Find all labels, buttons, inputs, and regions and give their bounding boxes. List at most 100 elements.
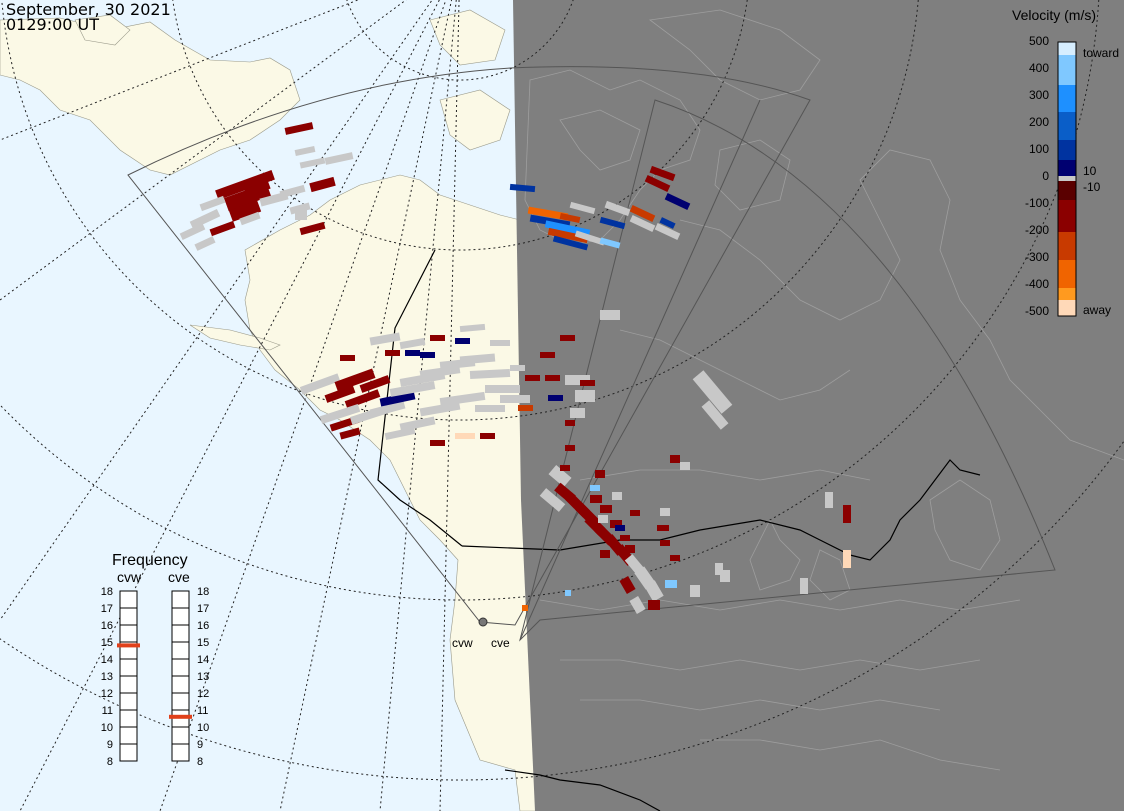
cvw-site-label: cvw <box>452 636 473 650</box>
legend-swatch <box>1058 260 1076 288</box>
echo-cell <box>600 310 620 320</box>
echo-cell <box>194 236 216 251</box>
echo-cell <box>359 375 391 393</box>
echo-cell <box>843 505 851 523</box>
frequency-scale-label: 15 <box>197 637 209 649</box>
echo-cell <box>657 525 669 531</box>
echo-cell <box>590 495 602 503</box>
echo-cell <box>189 209 221 229</box>
echo-cell <box>548 395 563 401</box>
echo-cell <box>825 492 833 508</box>
echo-cell <box>720 570 730 582</box>
echo-cell <box>545 375 560 381</box>
cve-site-label: cve <box>491 636 510 650</box>
echo-cell <box>595 470 605 478</box>
legend-tick-label: -300 <box>1025 250 1049 264</box>
echo-cell <box>565 420 575 426</box>
echo-cell <box>599 237 621 249</box>
frequency-scale-label: 12 <box>101 688 113 700</box>
echo-cell <box>630 510 640 516</box>
echo-cell <box>715 563 723 575</box>
echo-cell <box>580 380 595 386</box>
echo-cell <box>439 391 486 407</box>
echo-cell <box>644 175 671 192</box>
echo-cell <box>527 206 569 221</box>
echo-cell <box>294 145 316 157</box>
echo-cell <box>369 332 401 346</box>
echo-cell <box>565 590 571 596</box>
echo-cell <box>525 375 540 381</box>
echo-cell <box>664 193 691 210</box>
echo-cell <box>615 525 625 531</box>
echo-cell <box>399 337 426 350</box>
echo-cell <box>649 165 676 182</box>
frequency-scale-label: 18 <box>197 586 209 598</box>
radar-fov-outlines <box>127 66 1056 642</box>
legend-swatch <box>1058 160 1076 176</box>
echo-cell <box>228 200 262 222</box>
echo-cell <box>179 223 206 240</box>
frequency-marker <box>169 714 192 719</box>
echo-cell <box>209 220 236 237</box>
echo-cell <box>590 485 600 491</box>
echo-cell <box>334 368 376 392</box>
echo-cell <box>284 122 314 135</box>
echo-cell <box>289 202 311 215</box>
legend-swatch <box>1058 300 1076 316</box>
echo-cell <box>279 184 306 199</box>
legend-swatch <box>1058 140 1076 160</box>
echo-cell <box>670 455 680 463</box>
echo-cell <box>344 389 381 409</box>
cve-frequency-label: cve <box>168 569 190 585</box>
echo-cell <box>644 580 664 602</box>
positive-threshold-label: 10 <box>1083 164 1097 178</box>
echo-cell <box>598 515 608 523</box>
arctic-islands <box>439 89 511 151</box>
echo-cell <box>670 555 680 561</box>
night-coastlines <box>524 9 1124 771</box>
frequency-scale-label: 8 <box>107 756 113 768</box>
echo-cell <box>420 352 435 358</box>
echo-cell <box>459 353 496 365</box>
velocity-legend-title: Velocity (m/s) <box>1012 7 1096 23</box>
echo-cell <box>548 464 572 488</box>
echo-cell <box>599 216 626 230</box>
legend-swatch <box>1058 112 1076 140</box>
velocity-tick-labels: 500 400 300 200 100 0 -100 -200 -300 -400 -500 <box>1025 34 1049 318</box>
echo-cell <box>629 215 656 232</box>
echo-cell <box>565 445 575 451</box>
echo-cell <box>340 355 355 361</box>
echo-cell <box>692 370 733 414</box>
echo-cell <box>385 350 400 356</box>
legend-swatch <box>1058 176 1076 181</box>
echo-cell <box>399 416 436 432</box>
echo-cell <box>604 200 631 217</box>
legend-swatch <box>1058 200 1076 232</box>
frequency-marker <box>117 643 140 648</box>
echo-cell <box>509 183 536 193</box>
echo-cell <box>518 405 533 411</box>
echo-cell <box>619 576 636 594</box>
echo-cell <box>701 400 729 430</box>
cve-fov <box>519 99 1056 642</box>
frequency-scale-label: 11 <box>197 705 208 717</box>
legend-swatch <box>1058 55 1076 85</box>
negative-threshold-label: -10 <box>1083 180 1101 194</box>
echo-cell <box>665 580 677 588</box>
map-date: September, 30 2021 <box>6 0 171 19</box>
toward-label: toward <box>1083 46 1119 60</box>
frequency-scale-label: 9 <box>197 739 203 751</box>
legend-tick-label: 200 <box>1029 115 1049 129</box>
echo-cell <box>800 578 808 594</box>
frequency-title: Frequency <box>112 552 188 569</box>
echo-cell <box>654 223 681 240</box>
echo-cell <box>490 340 510 346</box>
velocity-echoes <box>179 122 851 614</box>
echo-cell <box>540 352 555 358</box>
frequency-scale-label: 9 <box>107 739 113 751</box>
echo-cell <box>430 335 445 341</box>
echo-cell <box>575 390 595 402</box>
